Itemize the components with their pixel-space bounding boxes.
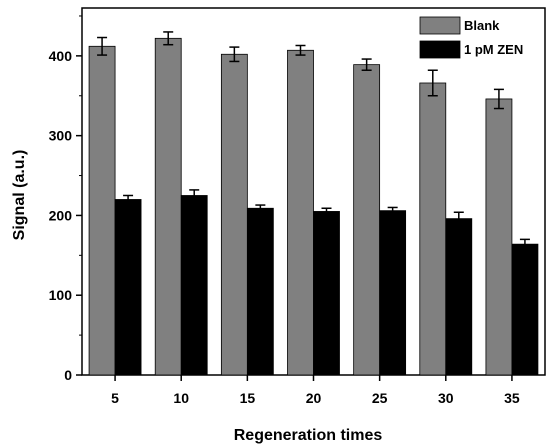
x-axis-label: Regeneration times bbox=[234, 427, 383, 444]
y-tick-label: 0 bbox=[64, 367, 72, 383]
bar-zen-10 bbox=[180, 195, 208, 376]
y-tick-label: 200 bbox=[49, 207, 73, 223]
bars-group bbox=[88, 37, 539, 376]
legend-label-zen: 1 pM ZEN bbox=[464, 42, 523, 57]
x-tick-label: 35 bbox=[504, 390, 520, 406]
bar-blank-5 bbox=[88, 45, 116, 376]
bar-blank-35 bbox=[485, 98, 513, 376]
bar-zen-5 bbox=[114, 199, 142, 376]
bar-zen-15 bbox=[246, 207, 274, 376]
bar-zen-30 bbox=[445, 218, 473, 376]
x-tick-label: 10 bbox=[173, 390, 189, 406]
y-tick-label: 400 bbox=[49, 48, 73, 64]
bar-blank-25 bbox=[353, 64, 381, 376]
bar-zen-35 bbox=[511, 243, 539, 376]
axes-group: 0 100 200 300 400 5 10 15 20 25 30 35 bbox=[49, 15, 520, 406]
x-tick-label: 20 bbox=[306, 390, 322, 406]
error-bars-group bbox=[97, 31, 530, 250]
legend: Blank 1 pM ZEN bbox=[419, 16, 523, 59]
y-axis-label: Signal (a.u.) bbox=[11, 150, 28, 241]
y-tick-label: 100 bbox=[49, 287, 73, 303]
bar-blank-15 bbox=[220, 53, 248, 376]
bar-blank-30 bbox=[419, 82, 447, 376]
bar-blank-20 bbox=[287, 49, 314, 376]
bar-zen-20 bbox=[313, 211, 340, 376]
y-tick-label: 300 bbox=[49, 128, 73, 144]
bar-blank-10 bbox=[154, 37, 182, 376]
x-tick-label: 30 bbox=[438, 390, 454, 406]
legend-swatch-blank bbox=[419, 16, 461, 35]
legend-label-blank: Blank bbox=[464, 18, 500, 33]
legend-swatch-zen bbox=[419, 40, 461, 59]
x-tick-label: 5 bbox=[111, 390, 119, 406]
x-tick-label: 25 bbox=[372, 390, 388, 406]
bar-zen-25 bbox=[379, 210, 407, 376]
x-tick-label: 15 bbox=[240, 390, 256, 406]
